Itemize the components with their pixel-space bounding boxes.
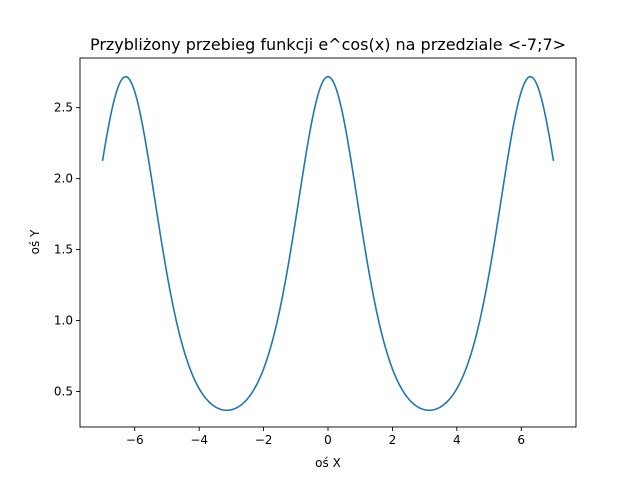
y-axis-label: oś Y bbox=[28, 229, 42, 254]
y-tick-label: 1.5 bbox=[54, 243, 73, 257]
series-line bbox=[101, 75, 555, 412]
x-tick-label: −2 bbox=[255, 433, 273, 447]
plot-frame bbox=[79, 57, 577, 428]
x-tick-label: 6 bbox=[517, 433, 525, 447]
y-tick-label: 2.5 bbox=[54, 101, 73, 115]
plot-area bbox=[101, 75, 555, 412]
x-tick-label: 2 bbox=[389, 433, 397, 447]
chart-title: Przybliżony przebieg funkcji e^cos(x) na… bbox=[90, 35, 566, 54]
x-tick-label: −6 bbox=[126, 433, 144, 447]
x-tick-label: 0 bbox=[324, 433, 332, 447]
y-tick-label: 1.0 bbox=[54, 314, 73, 328]
y-tick-label: 2.0 bbox=[54, 172, 73, 186]
y-tick-label: 0.5 bbox=[54, 385, 73, 399]
x-tick-label: −4 bbox=[190, 433, 208, 447]
axes: −6 −4 −2 0 2 4 6 0.5 1.0 1.5 2.0 2.5 bbox=[54, 57, 577, 447]
x-tick-label: 4 bbox=[453, 433, 461, 447]
x-axis-label: oś X bbox=[315, 456, 341, 470]
